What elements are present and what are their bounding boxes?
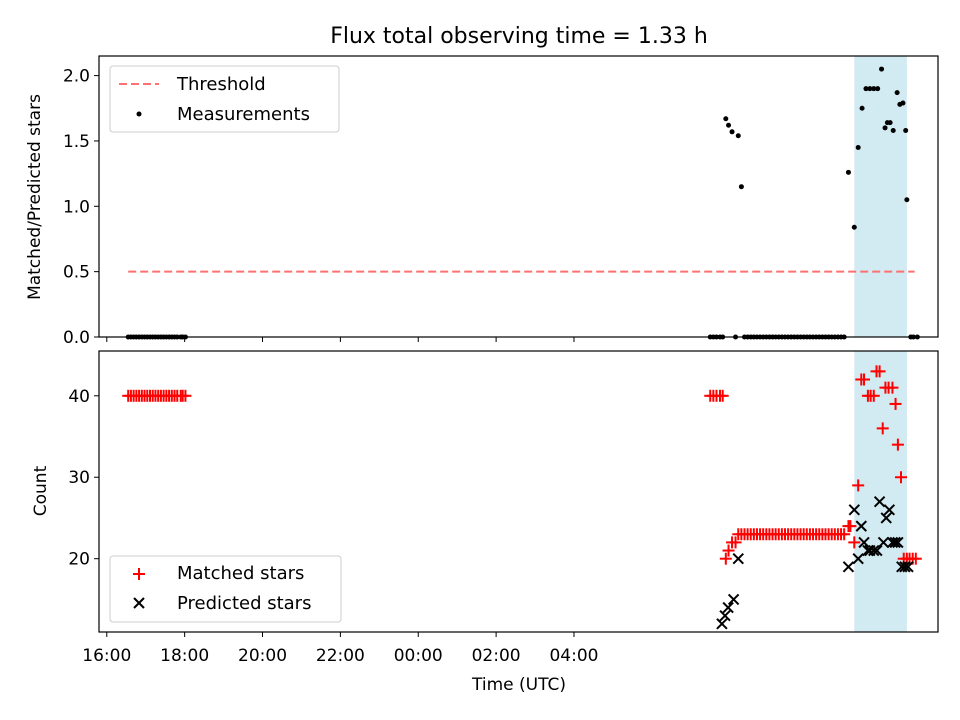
top-ytick-label: 2.0 [63,67,90,87]
x-axis-label: Time (UTC) [471,675,566,695]
xtick-label: 22:00 [316,646,365,666]
matched-stars-point [867,389,880,402]
measurement-point [735,133,741,139]
measurement-point [894,90,900,96]
bottom-shaded-interval [854,351,907,632]
measurement-point [863,86,869,92]
bottom-ytick-label: 30 [68,468,90,488]
matched-stars-point [179,389,192,402]
top-shaded-interval [854,56,907,337]
measurement-point [729,129,735,135]
bottom-legend: Matched stars Predicted stars [109,555,342,623]
bottom-axes-frame [98,350,939,633]
measurement-point [871,86,877,92]
matched-stars-point [873,365,886,378]
top-ytick-label: 0.5 [63,263,90,283]
legend-predicted-marker [133,597,145,609]
measurement-point [882,125,888,131]
figure-title: Flux total observing time = 1.33 h [330,24,708,49]
measurement-point [726,122,732,128]
legend-predicted-label: Predicted stars [177,593,311,614]
matched-stars-point [844,520,857,533]
measurement-point [845,169,851,175]
measurement-point [738,184,744,190]
top-legend: Threshold Measurements [109,65,340,133]
matched-stars-point [722,544,735,557]
matched-stars-point [895,471,908,484]
predicted-stars-point [855,520,868,532]
bottom-ytick-label: 20 [68,550,90,570]
xtick-label: 02:00 [472,646,521,666]
legend-threshold-label: Threshold [176,74,266,95]
legend-measurements-label: Measurements [177,104,310,125]
measurement-point [900,100,906,106]
predicted-stars-point [716,618,728,630]
matched-stars-point [838,528,851,541]
bottom-ylabel: Count [31,465,51,516]
xtick-label: 20:00 [238,646,287,666]
predicted-stars-point [858,536,870,549]
matched-stars-point [889,397,902,410]
predicted-stars-point [883,504,896,516]
predicted-stars-point [719,610,731,622]
matched-stars-point [848,536,861,549]
xtick-label: 04:00 [549,646,598,666]
matched-stars-point [876,422,889,435]
matched-stars-point [909,552,922,565]
matched-stars-point [858,373,871,386]
predicted-stars-point [899,561,911,573]
legend-matched-marker [133,568,145,580]
top-ytick-label: 1.0 [63,197,90,217]
predicted-stars-point [902,561,914,573]
matched-stars-point [716,389,729,402]
predicted-stars-point [871,544,883,557]
top-panel: 0.00.51.01.52.0 Matched/Predicted stars … [25,55,939,348]
measurement-point [879,66,885,72]
measurement-point [859,105,865,111]
top-axes-frame [98,55,939,338]
measurement-point [875,86,881,92]
predicted-stars-point [848,504,861,516]
measurement-point [890,127,896,133]
predicted-stars-point [892,536,904,549]
matched-stars-point [729,536,742,549]
measurement-point [851,224,857,230]
measurement-point [723,116,729,122]
predicted-stars-point [877,536,890,549]
predicted-stars-point [842,561,855,573]
measurement-point [903,127,909,133]
predicted-stars-point [732,552,744,565]
bottom-ytick-label: 40 [68,387,90,407]
matched-stars-point [886,381,899,394]
predicted-stars-point [852,552,864,565]
matched-stars-point [852,479,865,492]
matched-stars-point [891,438,904,451]
top-ylabel: Matched/Predicted stars [25,94,45,300]
matched-stars-point [719,552,732,565]
top-ytick-label: 0.0 [63,328,90,348]
measurement-point [904,197,910,203]
bottom-panel: 20 30 40 16:00 18:00 20:00 22:00 00:00 02:00 04:… [31,350,939,695]
measurement-point [855,144,861,150]
xtick-label: 16:00 [82,646,131,666]
xtick-label: 00:00 [394,646,443,666]
measurement-point [867,86,873,92]
measurement-point [887,120,893,126]
predicted-stars-point [889,536,901,549]
predicted-stars-point [868,544,880,557]
predicted-stars-point [722,601,734,614]
predicted-stars-point [727,593,740,606]
predicted-stars-point [880,512,892,524]
legend-matched-label: Matched stars [177,563,304,584]
top-ytick-label: 1.5 [63,132,90,152]
xtick-label: 18:00 [160,646,209,666]
predicted-stars-point [873,495,886,508]
legend-measurements-marker [136,111,142,117]
